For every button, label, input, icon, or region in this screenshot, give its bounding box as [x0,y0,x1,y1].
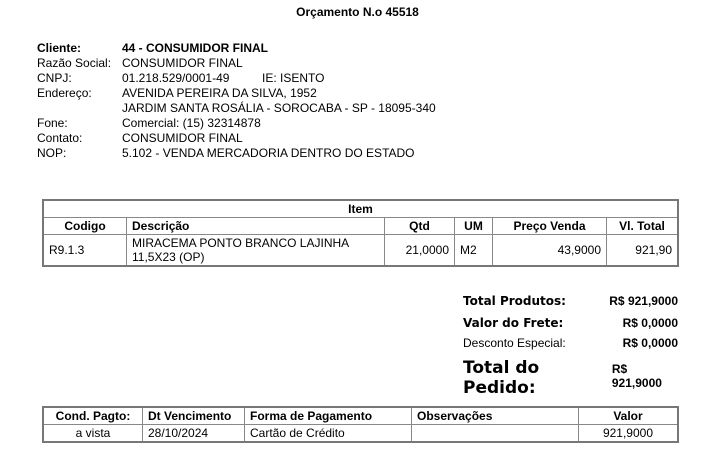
ie-label: IE: [262,71,277,85]
cell-qtd: 21,0000 [384,234,455,267]
cell-vencimento: 28/10/2024 [142,424,245,443]
col-qtd: Qtd [384,217,455,235]
cell-um: M2 [454,234,493,267]
col-um: UM [454,217,493,235]
col-obs: Observações [411,406,579,425]
col-cond: Cond. Pagto: [42,406,143,425]
cell-codigo: R9.1.3 [42,234,127,267]
items-caption: Item [42,199,679,218]
endereco-label: Endereço: [37,86,92,100]
contato-label: Contato: [37,131,83,145]
total-pedido-label: Total do Pedido: [463,358,540,398]
cell-preco: 43,9000 [492,234,607,267]
cell-cond: a vista [42,424,143,443]
cnpj-label: CNPJ: [37,71,72,85]
cliente-value: 44 - CONSUMIDOR FINAL [122,41,269,55]
desconto-label: Desconto Especial: [463,336,566,350]
total-pedido-value: R$ 921,9000 [611,362,662,390]
frete-label: Valor do Frete: [463,316,564,330]
cliente-label: Cliente: [37,41,82,55]
ie-value: ISENTO [280,71,325,85]
cell-descricao: MIRACEMA PONTO BRANCO LAJINHA 11,5X23 (O… [126,234,385,267]
frete-value: R$ 0,0000 [622,316,678,330]
col-forma: Forma de Pagamento [244,406,412,425]
desconto-value: R$ 0,0000 [622,336,678,350]
client-info: Cliente: 44 - CONSUMIDOR FINAL Razão Soci… [37,41,436,161]
payment-table: Cond. Pagto: Dt Vencimento Forma de Paga… [42,406,679,443]
cnpj-value: 01.218.529/0001-49 [122,71,230,85]
razao-label: Razão Social: [37,56,112,70]
endereco-line2: JARDIM SANTA ROSÁLIA - SOROCABA - SP - 1… [122,101,436,115]
contato-value: CONSUMIDOR FINAL [122,131,243,145]
col-descricao: Descrição [126,217,385,235]
endereco-line1: AVENIDA PEREIRA DA SILVA, 1952 [122,86,317,100]
total-produtos-value: R$ 921,9000 [609,294,678,308]
col-vencimento: Dt Vencimento [142,406,245,425]
cell-forma: Cartão de Crédito [244,424,412,443]
nop-label: NOP: [37,146,67,160]
nop-value: 5.102 - VENDA MERCADORIA DENTRO DO ESTAD… [122,146,415,160]
cell-obs [411,424,579,443]
items-table: Item Codigo Descrição Qtd UM Preço Venda… [42,199,679,267]
table-row: R9.1.3 MIRACEMA PONTO BRANCO LAJINHA 11,… [42,234,679,267]
page-title: Orçamento N.o 45518 [296,5,419,19]
col-preco: Preço Venda [492,217,607,235]
total-produtos-label: Total Produtos: [463,294,566,308]
razao-value: CONSUMIDOR FINAL [122,56,243,70]
col-codigo: Codigo [42,217,127,235]
fone-label: Fone: [37,116,68,130]
totals: Total Produtos: R$ 921,9000 Valor do Fret… [463,294,678,398]
cell-valor: 921,9000 [578,424,679,443]
fone-value: Comercial: (15) 32314878 [122,116,261,130]
col-valor: Valor [578,406,679,425]
col-total: Vl. Total [606,217,679,235]
cell-total: 921,90 [606,234,679,267]
table-row: a vista 28/10/2024 Cartão de Crédito 921… [42,424,679,443]
